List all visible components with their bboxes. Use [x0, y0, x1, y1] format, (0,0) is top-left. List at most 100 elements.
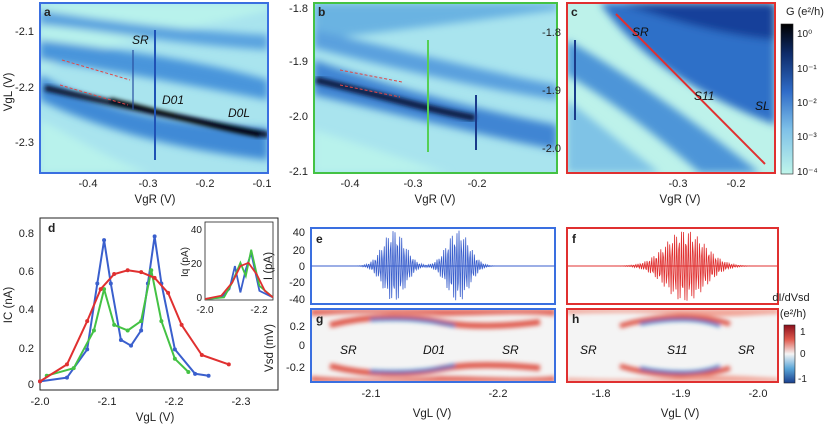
e-ytick-3: -20 — [289, 277, 305, 289]
b-xtick-1: -0.3 — [404, 178, 423, 190]
panel-e-letter: e — [316, 232, 323, 246]
f-trace-line — [569, 231, 776, 301]
c-ytick-2: -2.0 — [542, 143, 561, 155]
a-ytick-2: -2.3 — [15, 137, 34, 149]
d-ytick-4: 0.8 — [19, 228, 34, 240]
cbd-tick-0: 1 — [800, 327, 806, 338]
d-inset-series-layer — [204, 249, 274, 300]
panel-c-letter: c — [571, 5, 578, 19]
d-series-red — [39, 269, 230, 383]
a-ytick-0: -2.1 — [15, 26, 34, 38]
d-point-blue — [206, 373, 211, 378]
h-label-sr1: SR — [580, 343, 597, 357]
inset-xtick-0: -2.0 — [196, 305, 214, 316]
d-point-blue — [193, 371, 198, 376]
c-ytick-0: -1.8 — [542, 27, 561, 39]
panel-d: d 0 0.2 0.4 0.6 0.8 -2.0 -2.1 -2.2 -2.3 … — [3, 217, 279, 424]
a-ytick-1: -2.2 — [15, 82, 34, 94]
a-xtick-2: -0.2 — [196, 178, 215, 190]
d-point-green — [186, 369, 191, 374]
g-label-sr2: SR — [502, 343, 519, 357]
d-point-blue — [152, 234, 157, 239]
d-point-blue — [172, 347, 177, 352]
g-ylabel: Vsd (mV) — [264, 324, 276, 372]
d-point-green — [149, 268, 154, 273]
h-label-sr2: SR — [738, 343, 755, 357]
panel-g: g SR D01 SR 0.2 0 -0.2 -2.1 -2.2 VgL (V)… — [264, 308, 556, 420]
g-xtick-0: -2.1 — [362, 388, 381, 400]
label-s11: S11 — [694, 89, 714, 103]
panel-a-letter: a — [44, 5, 51, 19]
d-point-blue — [85, 347, 90, 352]
c-xtick-1: -0.2 — [727, 178, 746, 190]
c-xlabel: VgR (V) — [660, 194, 701, 206]
d-series-layer — [38, 234, 231, 384]
d-point-red — [38, 379, 42, 384]
d-point-red — [226, 362, 231, 367]
d-point-green — [112, 322, 117, 327]
label-d0l: D0L — [228, 106, 250, 120]
d-ytick-2: 0.4 — [19, 304, 34, 316]
d-xtick-0: -2.0 — [31, 396, 50, 408]
e-ylabel: I (pA) — [263, 252, 275, 280]
g-xtick-1: -2.2 — [489, 388, 508, 400]
d-point-red — [112, 272, 117, 277]
d-point-blue — [64, 375, 69, 380]
d-point-green — [91, 328, 96, 333]
d-point-red — [179, 322, 184, 327]
d-point-red — [64, 362, 69, 367]
d-point-red — [85, 319, 90, 324]
d-point-red — [166, 290, 171, 295]
b-ytick-1: -1.9 — [289, 56, 308, 68]
d-point-red — [199, 353, 204, 357]
g-ytick-0: 0.2 — [290, 321, 305, 333]
inset-ylabel: Iq (pA) — [180, 247, 191, 277]
d-xtick-2: -2.2 — [165, 396, 184, 408]
g-xlabel: VgL (V) — [413, 408, 452, 420]
g-label-sr1: SR — [340, 343, 357, 357]
d-point-green — [71, 366, 76, 371]
label-c-sr: SR — [632, 25, 649, 39]
d-ytick-0: 0 — [28, 379, 34, 391]
d-point-blue — [108, 281, 113, 286]
d-point-green — [139, 319, 144, 324]
e-ytick-0: 40 — [293, 227, 305, 239]
c-xtick-0: -0.3 — [669, 178, 688, 190]
h-xlabel: VgL (V) — [661, 408, 700, 420]
h-xtick-1: -1.9 — [672, 388, 691, 400]
e-trace-layer — [313, 230, 553, 301]
panel-f-letter: f — [572, 232, 577, 246]
panel-h: h SR S11 SR -1.8 -1.9 -2.0 VgL (V) — [566, 308, 779, 420]
cbg-tick-4: 10⁻⁴ — [797, 167, 818, 178]
cbg-tick-3: 10⁻³ — [797, 132, 817, 143]
a-xlabel: VgR (V) — [135, 194, 176, 206]
b-ytick-0: -1.8 — [289, 3, 308, 15]
h-label-s11: S11 — [667, 343, 687, 357]
c-ytick-1: -1.9 — [542, 85, 561, 97]
g-label-d01: D01 — [423, 343, 445, 357]
cbd-tick-2: -1 — [798, 374, 807, 385]
panel-a: a SR D01 D0L -2.1 -2.2 -2.3 -0.4 -0.3 -0… — [3, 2, 271, 206]
d-point-green — [172, 356, 177, 361]
inset-xtick-1: -2.2 — [250, 305, 268, 316]
panel-f: f — [566, 227, 779, 305]
d-point-green — [125, 328, 130, 333]
cbg-tick-1: 10⁻¹ — [797, 64, 817, 75]
d-ylabel: IC (nA) — [3, 287, 15, 324]
panel-b: b -1.8 -1.9 -2.0 -2.1 -0.4 -0.3 -0.2 VgR… — [289, 2, 558, 206]
inset-series-red — [204, 261, 274, 300]
inset-series-blue — [204, 249, 274, 300]
d-point-red — [152, 275, 157, 280]
f-trace-layer — [569, 231, 776, 301]
b-xlabel: VgR (V) — [415, 194, 456, 206]
inset-ytick-1: 20 — [191, 259, 203, 270]
g-ytick-2: -0.2 — [286, 362, 305, 374]
panel-h-letter: h — [572, 312, 579, 326]
e-ytick-2: 0 — [299, 261, 305, 273]
panel-g-letter: g — [316, 312, 323, 326]
h-xtick-0: -1.8 — [592, 388, 611, 400]
e-ytick-4: -40 — [289, 294, 305, 306]
g-ytick-1: 0 — [299, 340, 305, 352]
cbd-tick-1: 0 — [800, 349, 806, 360]
colorbar-didv-title2: (e²/h) — [780, 308, 806, 320]
